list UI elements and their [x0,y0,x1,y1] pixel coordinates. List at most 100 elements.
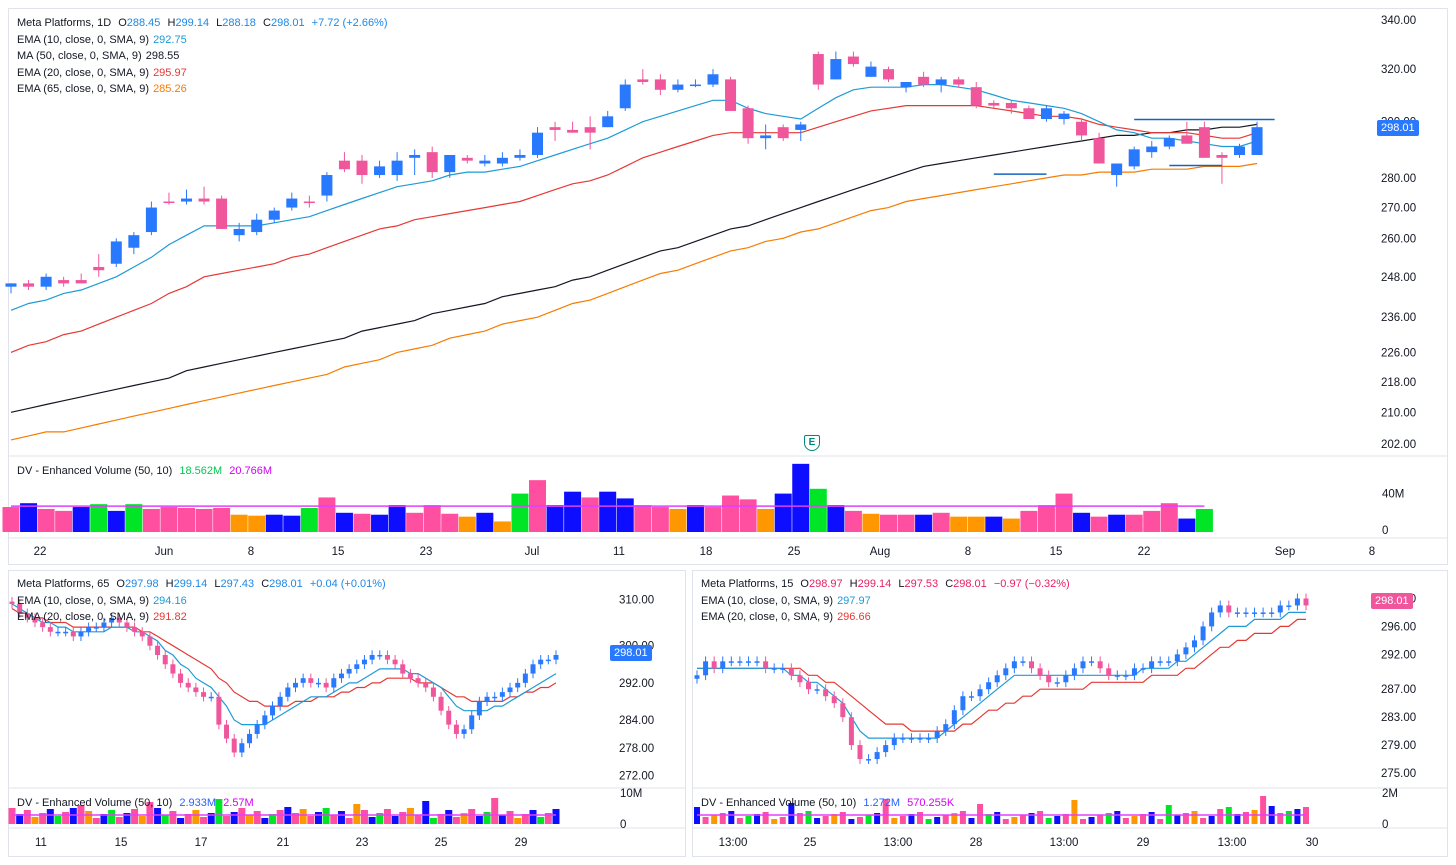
candle-body [208,696,214,699]
volume-bar [353,804,361,824]
legend-close: 298.01 [269,578,303,590]
candle-body [354,664,360,669]
candle-body [857,745,863,760]
candle-body [797,675,803,683]
candle-body [321,175,333,196]
volume-label: DV - Enhanced Volume (50, 10) [701,797,857,809]
volume-bar [1002,518,1020,532]
volume-bar [429,818,437,824]
date-tick-label: 13:00 [719,837,748,849]
volume-bar [967,516,985,532]
date-tick-label: 15 [1050,546,1063,558]
legend-high-label: H [165,578,174,590]
earnings-e-icon[interactable]: E [804,435,820,451]
candle-body [1174,654,1180,662]
volume-bar [1019,815,1026,824]
volume-bar [1140,814,1147,824]
candle-body [780,668,786,670]
candle-body [1037,668,1043,676]
candle-body [1131,668,1137,676]
candle-body [689,84,701,87]
candle-body [777,127,789,139]
volume-bar [1090,516,1108,532]
volume-bar [322,808,330,824]
volume-bar [1294,809,1301,824]
candle-body [40,622,46,628]
candle-body [1128,149,1140,167]
volume-bar [722,495,740,532]
volume-bar [1285,811,1292,824]
candle-body [24,613,30,618]
price-tick-label: 210.00 [1381,407,1416,419]
date-tick-label: 8 [248,546,254,558]
volume-bar [23,810,31,824]
candle-body [201,692,207,697]
daily-volume-legend: DV - Enhanced Volume (50, 10) 18.562M 20… [17,463,272,480]
volume-bar [437,814,445,824]
volume-bar [1160,503,1178,532]
candle-body [101,622,107,628]
candle-body [754,661,760,663]
volume-bar [1088,817,1095,824]
candle-body [1005,102,1017,109]
volume-bar [1260,796,1267,824]
volume-bar [792,463,810,532]
volume-bar [779,817,786,824]
volume-bar [1182,813,1189,824]
candle-body [745,661,751,663]
volume-bar [739,499,757,532]
legend-low-label: L [214,578,221,590]
price-tick-label: 226.00 [1381,347,1416,359]
candle-body [532,132,543,155]
price-tick-label: 260.00 [1381,233,1416,245]
volume-bar [445,810,453,824]
candle-body [742,108,754,139]
volume-bar [8,808,16,824]
volume-bar [85,811,93,824]
volume-bar [546,505,564,532]
volume-bar [253,811,261,824]
candle-body [720,661,726,669]
volume-tick-label: 2M [1382,788,1398,800]
candle-body [1234,612,1240,614]
candle-body [163,201,175,204]
candle-body [507,687,513,693]
legend-open: 288.45 [126,17,161,29]
candle-body [254,724,260,734]
volume-bar [788,803,795,824]
candle-body [116,617,122,623]
volume-bar [383,809,391,824]
legend-high: 299.14 [173,578,208,590]
candle-body [951,710,957,725]
candle-body [1076,121,1088,136]
ema20-value: 291.82 [153,611,187,623]
volume-bar [371,514,389,532]
volume-bar [238,808,246,824]
volume-bar [391,816,399,824]
candle-body [1226,605,1232,613]
hourly-price-tag: 298.01 [610,645,652,661]
candle-body [1149,661,1155,669]
candle-body [737,661,743,663]
volume-label: DV - Enhanced Volume (50, 10) [17,465,173,477]
volume-bar [37,508,55,532]
volume-bar [423,505,441,532]
volume-bar [719,813,726,824]
legend-close-label: C [261,578,270,590]
volume-value-2: 20.766M [229,465,273,477]
volume-bar [223,816,231,824]
volume-bar [54,816,62,824]
daily-chart-svg[interactable]: 340.00320.00300.00280.00270.00260.00248.… [0,0,1456,565]
volume-bar [90,504,108,532]
candle-body [1166,661,1172,663]
quarter-hour-price-tag: 298.01 [1371,593,1413,609]
candle-body [1146,146,1158,153]
volume-bar [335,512,353,532]
volume-tick-label: 40M [1382,489,1404,501]
date-tick-label: 22 [1138,546,1151,558]
candle-body [788,668,794,676]
volume-bar [827,505,845,532]
candle-body [763,661,769,669]
